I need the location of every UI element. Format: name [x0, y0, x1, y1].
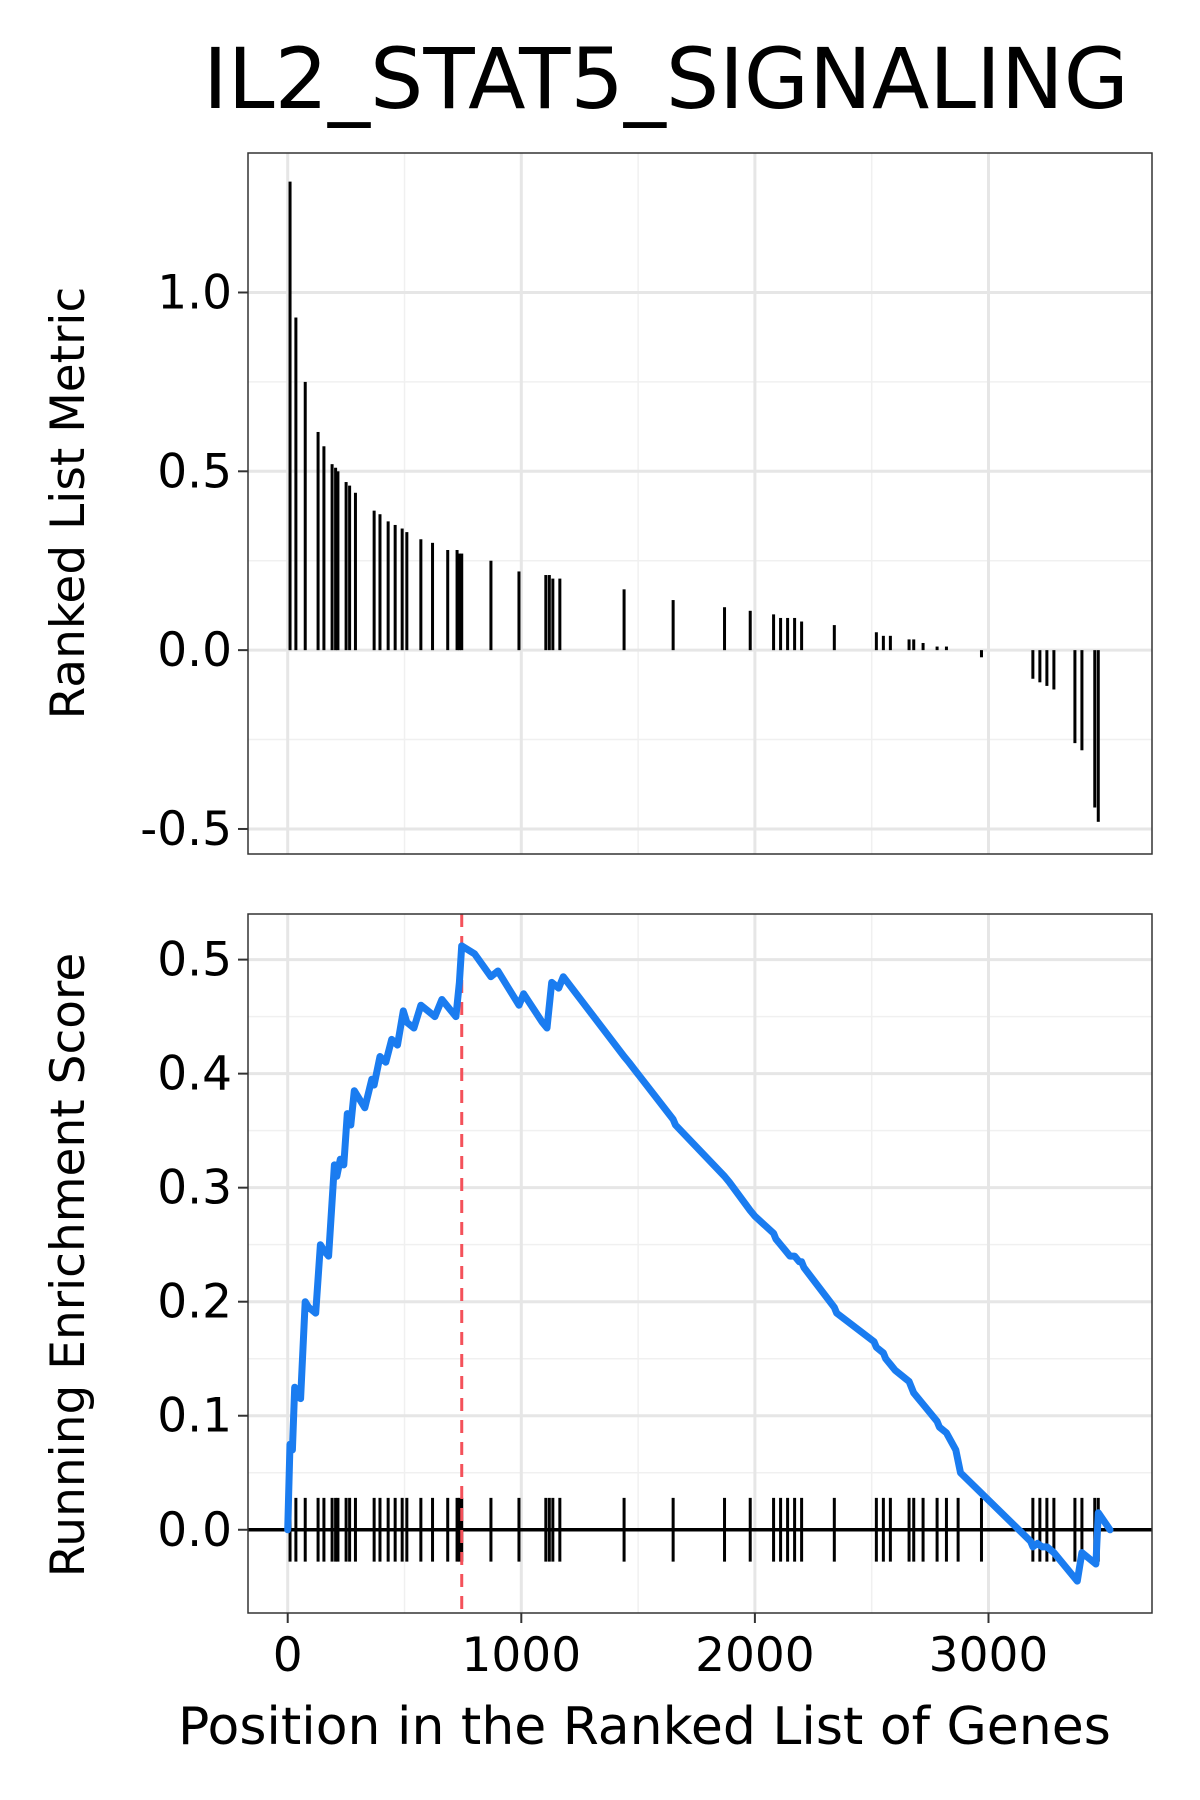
chart-title: IL2_STAT5_SIGNALING	[203, 30, 1129, 128]
y-tick-label: 0.1	[157, 1389, 232, 1444]
metric-bar	[330, 464, 334, 651]
y-tick-label: 0.0	[157, 623, 232, 678]
metric-bar	[405, 532, 409, 651]
metric-bar	[1031, 650, 1035, 679]
metric-bar	[1096, 650, 1100, 822]
metric-bar	[1073, 650, 1077, 744]
metric-bar	[348, 485, 352, 651]
metric-bar	[1093, 650, 1097, 808]
bottom-panel: 0.0 0.1 0.2 0.3 0.4 0.5 0 1000 2000 3000 Running…	[41, 913, 1153, 1757]
metric-bar	[316, 431, 320, 651]
metric-bar	[1038, 650, 1042, 683]
metric-bar	[748, 610, 752, 651]
metric-bar	[372, 510, 376, 651]
x-tick-label: 1000	[461, 1628, 581, 1683]
x-axis-label: Position in the Ranked List of Genes	[178, 1697, 1111, 1757]
metric-bar	[551, 578, 555, 651]
y-tick-label: 0.3	[157, 1161, 232, 1216]
metric-bar	[544, 575, 548, 651]
metric-bar	[431, 542, 435, 651]
metric-bar	[353, 492, 357, 651]
metric-bar	[800, 621, 804, 651]
y-tick-label: 1.0	[157, 265, 232, 320]
x-tick-label: 3000	[929, 1628, 1049, 1683]
metric-bar	[457, 553, 461, 651]
metric-bar	[344, 482, 348, 651]
metric-bar	[303, 381, 307, 651]
metric-bar	[460, 553, 464, 651]
x-tick-label: 0	[273, 1628, 303, 1683]
top-panel-background	[248, 153, 1152, 854]
metric-bar	[935, 646, 939, 651]
metric-bar	[455, 549, 459, 651]
bottom-y-axis-label: Running Enrichment Score	[41, 953, 96, 1578]
metric-bar	[793, 617, 797, 651]
bottom-x-axis: 0 1000 2000 3000	[273, 1613, 1049, 1683]
bottom-panel-border	[247, 913, 1153, 1614]
metric-bar	[547, 575, 551, 651]
metric-bar	[832, 625, 836, 651]
metric-bar	[1080, 650, 1084, 751]
y-tick-label: 0.5	[157, 933, 232, 988]
top-y-axis: -0.5 0.0 0.5 1.0	[140, 265, 248, 857]
metric-bar	[1045, 650, 1049, 686]
y-tick-label: 0.0	[157, 1503, 232, 1558]
metric-bar	[979, 650, 983, 658]
metric-bar	[921, 642, 925, 651]
metric-bar	[288, 181, 292, 651]
metric-bar	[322, 446, 326, 651]
metric-bar	[336, 471, 340, 651]
metric-bar	[294, 317, 298, 651]
top-panel: -0.5 0.0 0.5 1.0 Ranked List Metric	[41, 152, 1153, 857]
metric-bar	[881, 635, 885, 651]
metric-bar	[786, 617, 790, 651]
metric-bar	[1052, 650, 1056, 690]
metric-bar	[944, 646, 948, 651]
metric-bar	[489, 560, 493, 651]
metric-bar	[393, 524, 397, 651]
metric-bar	[517, 571, 521, 651]
metric-bar	[386, 521, 390, 651]
bottom-y-axis: 0.0 0.1 0.2 0.3 0.4 0.5	[157, 933, 248, 1558]
metric-bar	[723, 607, 727, 651]
metric-bar	[446, 549, 450, 651]
metric-bar	[558, 578, 562, 651]
gene-hit-ticks	[288, 1497, 1100, 1562]
metric-bar	[622, 589, 626, 651]
ranked-metric-bars	[288, 181, 1100, 822]
metric-bar	[874, 632, 878, 651]
metric-bar	[907, 639, 911, 651]
top-gridlines	[248, 153, 1152, 854]
top-panel-border	[247, 152, 1153, 855]
metric-bar	[772, 614, 776, 651]
metric-bar	[912, 639, 916, 651]
metric-bar	[779, 617, 783, 651]
metric-bar	[378, 514, 382, 651]
metric-bar	[419, 539, 423, 651]
metric-bar	[334, 467, 338, 651]
y-tick-label: 0.5	[157, 444, 232, 499]
x-tick-label: 2000	[695, 1628, 815, 1683]
y-tick-label: 0.4	[157, 1047, 232, 1102]
y-tick-label: -0.5	[140, 802, 232, 857]
y-tick-label: 0.2	[157, 1275, 232, 1330]
metric-bar	[400, 528, 404, 651]
metric-bar	[671, 600, 675, 651]
top-y-axis-label: Ranked List Metric	[41, 287, 96, 720]
running-es-line	[284, 942, 1114, 1585]
metric-bar	[888, 635, 892, 651]
bottom-panel-background	[248, 914, 1152, 1613]
